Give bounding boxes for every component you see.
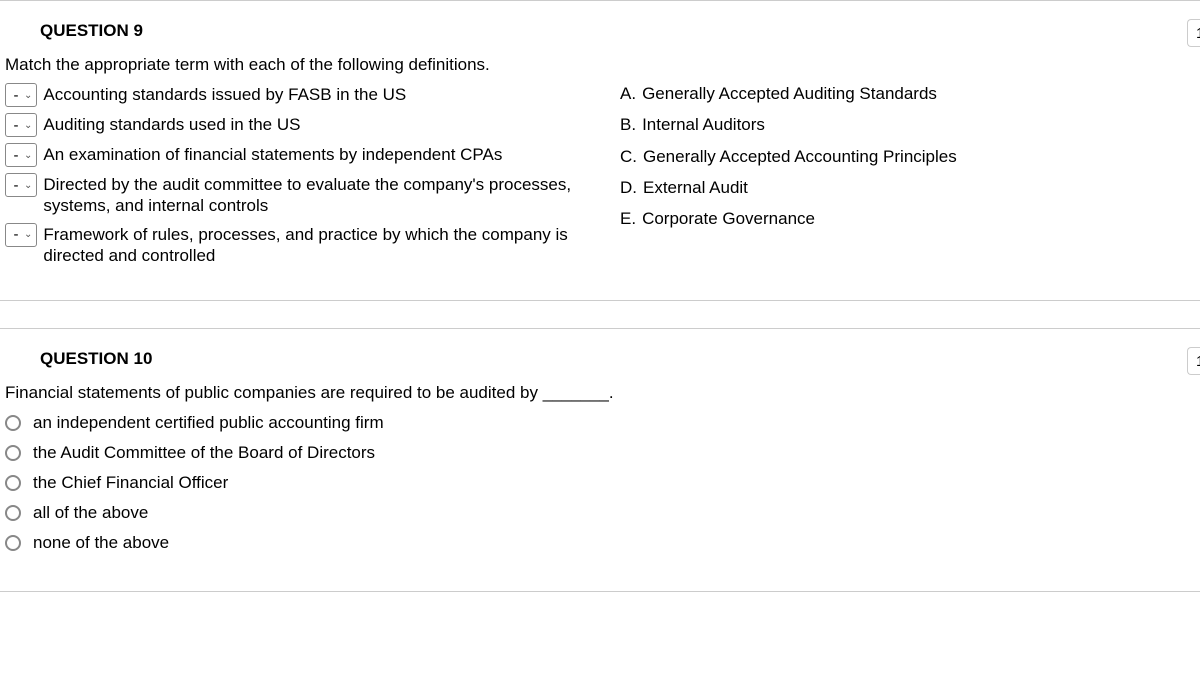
- definition-text: Directed by the audit committee to evalu…: [43, 173, 580, 217]
- chevron-down-icon: ⌄: [24, 90, 32, 101]
- answer-option: B. Internal Auditors: [620, 114, 957, 135]
- chevron-down-icon: ⌄: [24, 150, 32, 161]
- mc-option-text: an independent certified public accounti…: [33, 413, 384, 433]
- definition-row: - ⌄ Directed by the audit committee to e…: [5, 173, 580, 217]
- definitions-column: - ⌄ Accounting standards issued by FASB …: [5, 83, 580, 272]
- answer-letter: D.: [620, 177, 637, 198]
- question-title: QUESTION 10: [0, 329, 1200, 383]
- answer-text: Generally Accepted Accounting Principles: [643, 146, 957, 167]
- chevron-down-icon: ⌄: [24, 120, 32, 131]
- match-select[interactable]: - ⌄: [5, 83, 37, 107]
- mc-option-text: the Audit Committee of the Board of Dire…: [33, 443, 375, 463]
- mc-option[interactable]: the Audit Committee of the Board of Dire…: [5, 443, 1200, 463]
- answer-option: C. Generally Accepted Accounting Princip…: [620, 146, 957, 167]
- radio-icon[interactable]: [5, 445, 21, 461]
- mc-option[interactable]: the Chief Financial Officer: [5, 473, 1200, 493]
- answers-column: A. Generally Accepted Auditing Standards…: [620, 83, 957, 239]
- match-select-value: -: [12, 147, 20, 164]
- mc-option-text: none of the above: [33, 533, 169, 553]
- radio-icon[interactable]: [5, 505, 21, 521]
- answer-text: External Audit: [643, 177, 748, 198]
- match-select[interactable]: - ⌄: [5, 173, 37, 197]
- points-tab: 1: [1187, 19, 1200, 47]
- answer-text: Internal Auditors: [642, 114, 765, 135]
- definition-row: - ⌄ Accounting standards issued by FASB …: [5, 83, 580, 107]
- match-select[interactable]: - ⌄: [5, 143, 37, 167]
- answer-letter: A.: [620, 83, 636, 104]
- definition-text: Framework of rules, processes, and pract…: [43, 223, 580, 267]
- definition-text: An examination of financial statements b…: [43, 143, 502, 165]
- match-select-value: -: [12, 117, 20, 134]
- definition-row: - ⌄ Framework of rules, processes, and p…: [5, 223, 580, 267]
- answer-option: D. External Audit: [620, 177, 957, 198]
- match-select-value: -: [12, 177, 20, 194]
- definition-text: Accounting standards issued by FASB in t…: [43, 83, 406, 105]
- radio-icon[interactable]: [5, 415, 21, 431]
- question-9: 1 QUESTION 9 Match the appropriate term …: [0, 1, 1200, 301]
- answer-letter: E.: [620, 208, 636, 229]
- mc-option[interactable]: all of the above: [5, 503, 1200, 523]
- question-instruction: Match the appropriate term with each of …: [5, 55, 1200, 83]
- match-select[interactable]: - ⌄: [5, 113, 37, 137]
- question-10: 1 QUESTION 10 Financial statements of pu…: [0, 329, 1200, 592]
- mc-option[interactable]: none of the above: [5, 533, 1200, 553]
- definition-row: - ⌄ Auditing standards used in the US: [5, 113, 580, 137]
- question-prompt: Financial statements of public companies…: [5, 383, 1200, 403]
- mc-option-text: all of the above: [33, 503, 148, 523]
- answer-letter: B.: [620, 114, 636, 135]
- radio-icon[interactable]: [5, 475, 21, 491]
- points-tab: 1: [1187, 347, 1200, 375]
- mc-option[interactable]: an independent certified public accounti…: [5, 413, 1200, 433]
- question-title: QUESTION 9: [0, 1, 1200, 55]
- mc-option-text: the Chief Financial Officer: [33, 473, 228, 493]
- radio-icon[interactable]: [5, 535, 21, 551]
- chevron-down-icon: ⌄: [24, 229, 32, 240]
- answer-text: Generally Accepted Auditing Standards: [642, 83, 937, 104]
- answer-option: A. Generally Accepted Auditing Standards: [620, 83, 957, 104]
- match-select-value: -: [12, 87, 20, 104]
- answer-letter: C.: [620, 146, 637, 167]
- answer-option: E. Corporate Governance: [620, 208, 957, 229]
- match-select[interactable]: - ⌄: [5, 223, 37, 247]
- definition-text: Auditing standards used in the US: [43, 113, 300, 135]
- chevron-down-icon: ⌄: [24, 180, 32, 191]
- answer-text: Corporate Governance: [642, 208, 815, 229]
- match-select-value: -: [12, 226, 20, 243]
- definition-row: - ⌄ An examination of financial statemen…: [5, 143, 580, 167]
